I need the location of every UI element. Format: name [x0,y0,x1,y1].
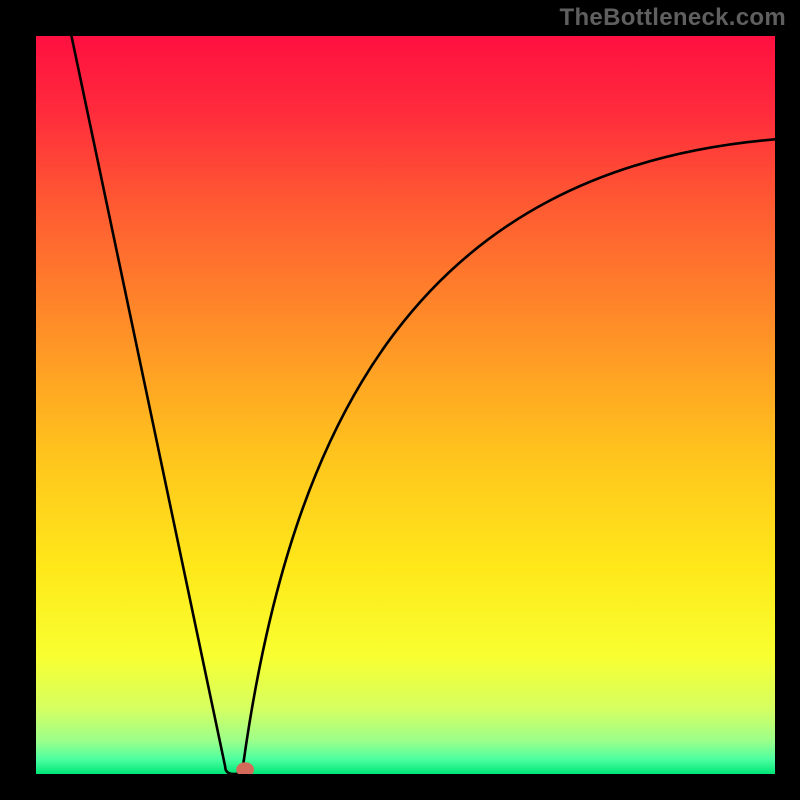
watermark-text: TheBottleneck.com [560,4,786,32]
gradient-background [36,36,775,774]
plot-area [36,36,775,774]
chart-container: TheBottleneck.com [0,0,800,800]
bottleneck-curve-chart [36,36,775,774]
